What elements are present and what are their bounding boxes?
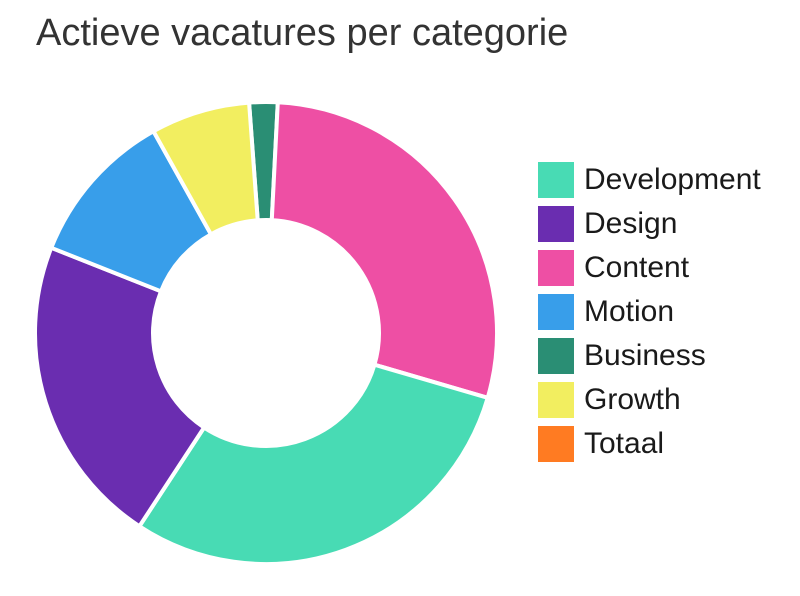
legend-item-growth[interactable]: Growth (538, 378, 761, 422)
legend-label: Growth (584, 383, 681, 416)
legend-swatch (538, 162, 574, 198)
legend-label: Design (584, 207, 678, 240)
legend-swatch (538, 426, 574, 462)
legend-swatch (538, 206, 574, 242)
slice-content[interactable] (269, 100, 499, 401)
legend-label: Motion (584, 295, 675, 328)
slice-development[interactable] (136, 362, 491, 566)
legend-item-business[interactable]: Business (538, 334, 761, 378)
legend-label: Content (584, 251, 690, 284)
donut-chart (33, 100, 499, 566)
chart-title: Actieve vacatures per categorie (36, 12, 569, 54)
legend-swatch (538, 250, 574, 286)
legend-label: Development (584, 163, 761, 196)
chart-legend: Development Design Content Motion Business Gr… (538, 158, 761, 466)
legend-swatch (538, 338, 574, 374)
slice-growth[interactable] (150, 100, 260, 238)
legend-label: Totaal (584, 427, 665, 460)
legend-item-totaal[interactable]: Totaal (538, 422, 761, 466)
legend-swatch (538, 382, 574, 418)
legend-item-design[interactable]: Design (538, 202, 761, 246)
legend-item-development[interactable]: Development (538, 158, 761, 202)
legend-swatch (538, 294, 574, 330)
legend-item-content[interactable]: Content (538, 246, 761, 290)
slice-design[interactable] (33, 245, 207, 530)
legend-item-motion[interactable]: Motion (538, 290, 761, 334)
legend-label: Business (584, 339, 706, 372)
